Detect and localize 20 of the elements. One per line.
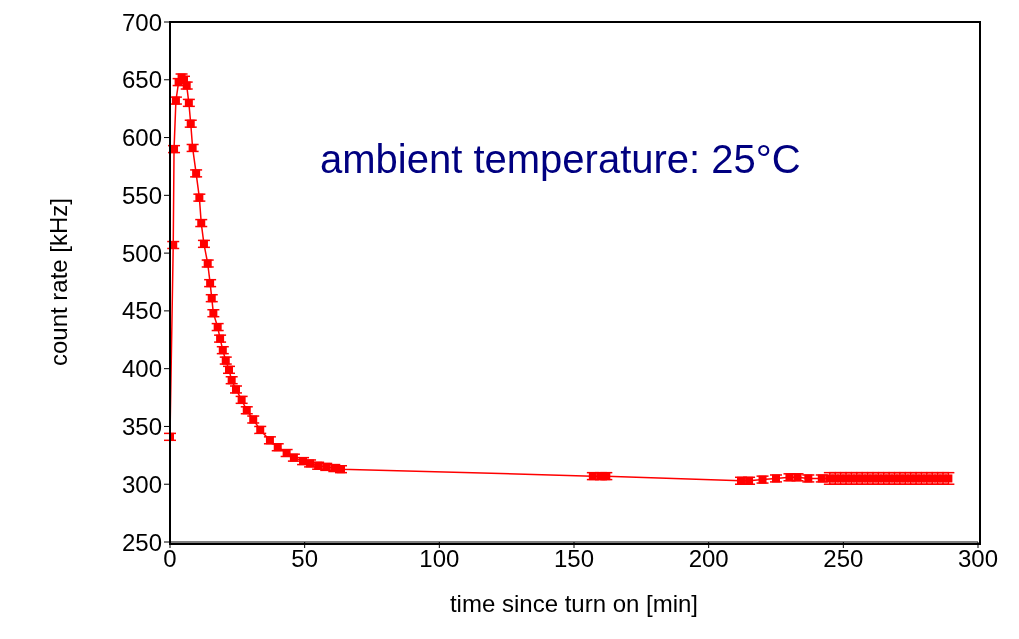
x-tick-label: 250 xyxy=(823,545,864,573)
y-tick-label: 250 xyxy=(121,528,162,556)
y-tick-label: 650 xyxy=(121,66,162,94)
x-tick-label: 300 xyxy=(957,545,999,573)
y-tick-label: 550 xyxy=(121,181,162,209)
y-axis-title: count rate [kHz] xyxy=(44,197,72,367)
x-tick-label: 150 xyxy=(553,545,595,573)
x-tick-label: 0 xyxy=(163,545,177,573)
annotation: ambient temperature: 25°C xyxy=(320,137,801,182)
y-tick-label: 500 xyxy=(121,239,162,267)
y-tick-label: 400 xyxy=(121,355,162,383)
x-tick-label: 50 xyxy=(291,545,319,573)
y-tick-label: 700 xyxy=(121,8,162,36)
x-tick-label: 100 xyxy=(419,545,460,573)
y-tick-label: 600 xyxy=(121,124,162,152)
y-tick-label: 350 xyxy=(121,412,162,440)
x-axis-title: time since turn on [min] xyxy=(449,590,699,617)
x-tick-label: 200 xyxy=(688,545,729,573)
y-tick-label: 300 xyxy=(121,470,162,498)
y-tick-label: 450 xyxy=(121,297,162,325)
